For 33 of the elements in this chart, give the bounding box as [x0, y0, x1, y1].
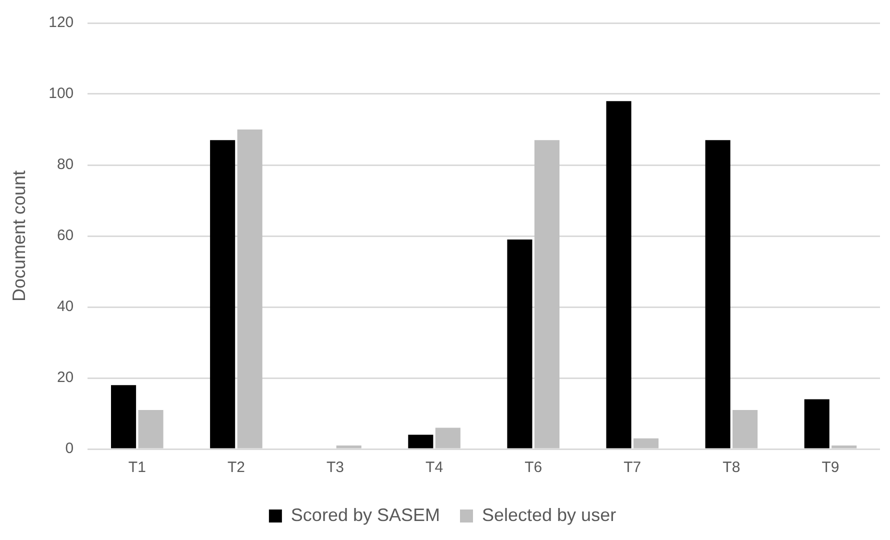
y-tick-label: 40: [56, 298, 74, 316]
y-tick-label: 80: [56, 156, 74, 174]
x-tick-label: T4: [426, 459, 444, 476]
y-tick-label: 100: [48, 85, 74, 102]
y-axis-title: Document count: [8, 170, 29, 302]
bar: [832, 445, 857, 448]
bar: [606, 101, 632, 448]
bar: [507, 240, 532, 448]
bar: [336, 445, 362, 448]
bar: [111, 385, 136, 448]
x-tick-label: T1: [128, 459, 146, 476]
bar: [732, 410, 758, 448]
bar: [237, 130, 262, 448]
bar: [210, 140, 236, 448]
y-tick-label: 120: [48, 14, 74, 32]
bar: [138, 410, 164, 448]
bar: [633, 438, 659, 448]
x-tick-label: T7: [624, 459, 642, 476]
y-tick-label: 60: [56, 227, 74, 244]
x-tick-label: T2: [227, 459, 245, 476]
bar: [534, 140, 560, 448]
bar: [705, 140, 730, 448]
bar: [804, 399, 830, 448]
x-tick-label: T3: [326, 459, 344, 476]
x-tick-label: T6: [524, 459, 542, 476]
y-tick-label: 20: [56, 369, 74, 386]
legend-label: Scored by SASEM: [290, 504, 440, 525]
bar: [435, 428, 460, 448]
bar: [408, 434, 434, 448]
x-tick-label: T9: [822, 459, 840, 476]
x-tick-label: T8: [722, 459, 740, 476]
y-tick-label: 0: [65, 440, 74, 458]
legend-label: Selected by user: [482, 504, 616, 525]
